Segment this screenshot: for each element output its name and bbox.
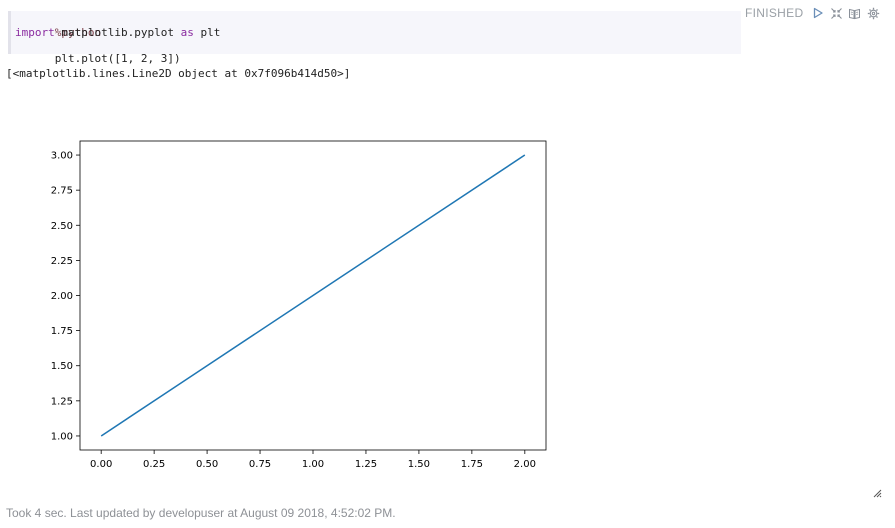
x-tick-label: 0.75 (249, 459, 271, 470)
hide-editor-icon[interactable] (829, 6, 843, 20)
plot-call: plt.plot([1, 2, 3]) (54, 52, 181, 65)
module-alias: plt (193, 26, 221, 39)
line-plot: 0.00 0.25 0.50 0.75 1.00 1.25 1.50 1.75 2.00 1.0… (51, 140, 547, 470)
x-axis: 0.00 0.25 0.50 0.75 1.00 1.25 1.50 1.75 2.00 (90, 450, 536, 470)
output-text: [<matplotlib.lines.Line2D object at 0x7f… (6, 67, 351, 80)
x-tick-label: 1.00 (302, 459, 324, 470)
resize-handle-icon[interactable] (872, 483, 882, 498)
as-keyword: as (180, 26, 194, 39)
code-line-1: %python (15, 13, 101, 52)
x-tick-label: 2.00 (514, 459, 536, 470)
y-tick-label: 1.25 (51, 396, 73, 407)
y-tick-label: 1.75 (51, 326, 73, 337)
y-tick-label: 1.50 (51, 361, 73, 372)
module-name: matplotlib.pyplot (54, 26, 181, 39)
y-axis: 1.00 1.25 1.50 1.75 2.00 2.25 2.50 2.75 3.00 (51, 151, 80, 442)
x-tick-label: 0.00 (90, 459, 112, 470)
settings-icon[interactable] (866, 6, 880, 20)
x-tick-label: 1.75 (461, 459, 483, 470)
x-tick-label: 0.50 (196, 459, 218, 470)
y-tick-label: 1.00 (51, 431, 73, 442)
x-tick-label: 0.25 (143, 459, 165, 470)
series-group (100, 154, 526, 437)
x-tick-label: 1.50 (408, 459, 430, 470)
y-tick-label: 2.25 (51, 256, 73, 267)
y-tick-label: 2.75 (51, 186, 73, 197)
code-line-3: plt.plot([1, 2, 3]) (15, 39, 181, 78)
run-icon[interactable] (811, 6, 825, 20)
y-tick-label: 3.00 (51, 151, 73, 162)
y-tick-label: 2.50 (51, 221, 73, 232)
series-line (100, 154, 526, 437)
code-editor[interactable]: %python import matplotlib.pyplot as plt … (8, 11, 741, 65)
show-output-icon[interactable] (847, 6, 861, 20)
x-tick-label: 1.25 (355, 459, 377, 470)
paragraph-status: FINISHED (745, 6, 804, 20)
code-line-2: import matplotlib.pyplot as plt (15, 26, 220, 39)
interpreter-magic: %python (54, 26, 102, 39)
y-tick-label: 2.00 (51, 291, 73, 302)
paragraph-footer: Took 4 sec. Last updated by developuser … (6, 506, 396, 520)
import-keyword: import (15, 26, 55, 39)
